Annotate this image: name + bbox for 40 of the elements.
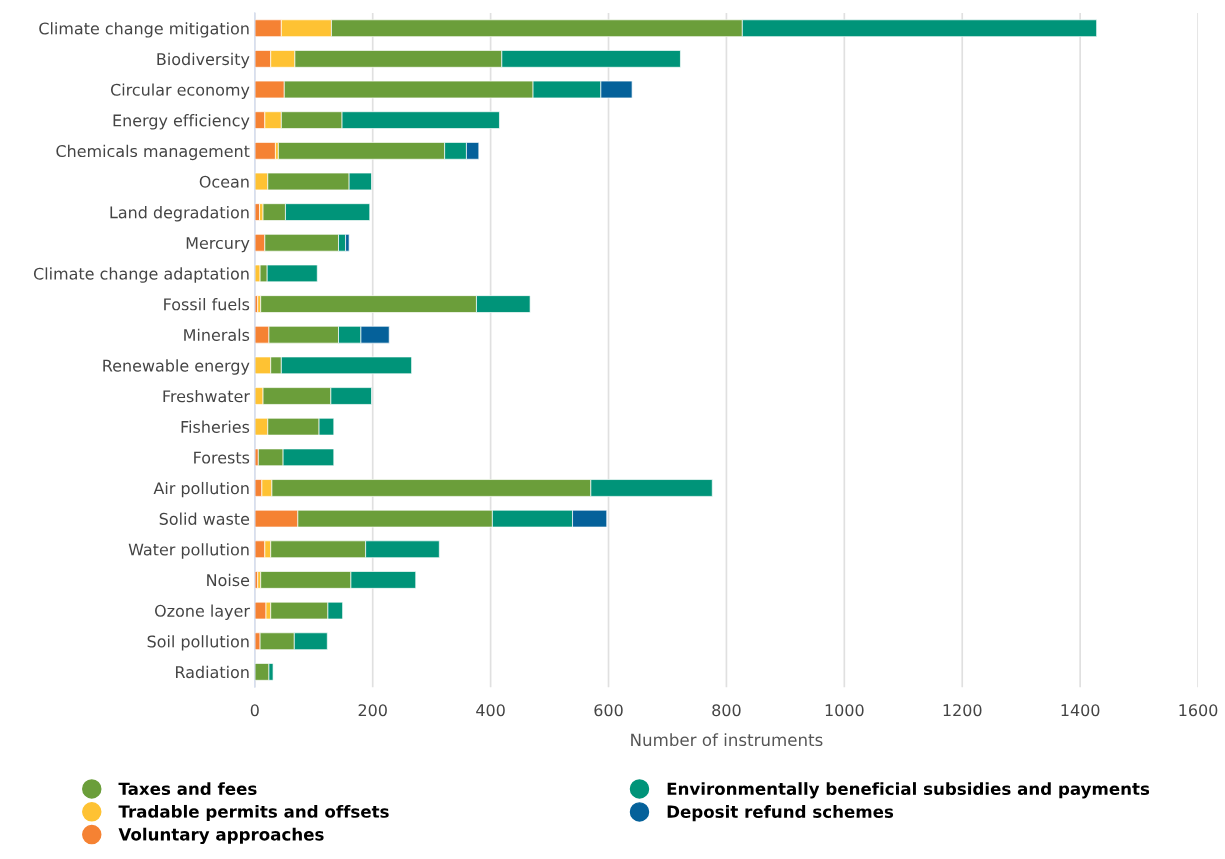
y-tick-label: Renewable energy — [103, 359, 250, 375]
y-tick-label: Chemicals management — [56, 144, 250, 161]
bar — [254, 601, 267, 620]
y-tick-label: Noise — [207, 573, 250, 587]
x-tick-label: 800 — [712, 704, 741, 717]
y-tick-label: Fossil fuels — [164, 298, 250, 311]
y-tick-label: Fisheries — [181, 420, 250, 433]
y-tick-label: Mercury — [186, 237, 250, 253]
y-tick-label: Soil pollution — [147, 635, 249, 651]
x-tick-label: 1000 — [825, 704, 864, 717]
legend-label: Taxes and fees — [118, 782, 257, 796]
y-tick-label: Water pollution — [128, 543, 249, 559]
x-tick-label: 0 — [250, 704, 259, 717]
y-tick-label: Climate change mitigation — [39, 22, 249, 38]
x-tick-label: 600 — [594, 704, 623, 717]
y-tick-label: Radiation — [176, 665, 249, 679]
y-tick-label: Solid waste — [159, 512, 250, 525]
bar — [254, 142, 276, 160]
x-tick-label: 200 — [358, 704, 387, 717]
y-tick-label: Climate change adaptation — [33, 267, 249, 283]
y-tick-label: Forests — [194, 451, 250, 464]
x-tick-label: 400 — [476, 704, 505, 717]
legend-label: Deposit refund schemes — [667, 805, 894, 822]
y-tick-label: Minerals — [184, 328, 250, 342]
x-tick-label: 1200 — [943, 704, 982, 717]
x-axis-title: Number of instruments — [631, 733, 823, 747]
bar — [254, 663, 270, 681]
y-tick-label: Air pollution — [153, 481, 249, 498]
y-tick-label: Circular economy — [110, 83, 250, 99]
y-tick-label: Land degradation — [110, 206, 249, 222]
y-tick-label: Freshwater — [163, 389, 250, 403]
y-tick-label: Energy efficiency — [113, 114, 250, 130]
legend-label: Tradable permits and offsets — [118, 804, 389, 822]
legend-label: Voluntary approaches — [118, 827, 324, 844]
y-tick-label: Ozone layer — [155, 604, 250, 620]
x-tick-label: 1400 — [1061, 704, 1100, 717]
y-tick-label: Biodiversity — [157, 52, 250, 69]
x-tick-label: 1600 — [1179, 704, 1218, 717]
legend-label: Environmentally beneficial subsidies and payments — [667, 782, 1150, 799]
y-tick-label: Ocean — [199, 175, 249, 188]
